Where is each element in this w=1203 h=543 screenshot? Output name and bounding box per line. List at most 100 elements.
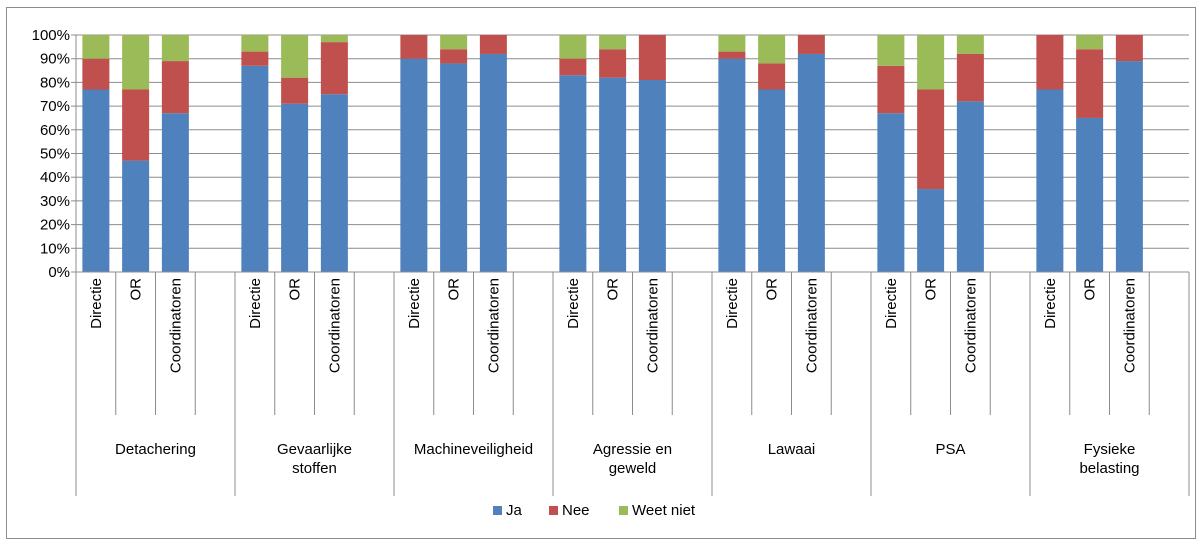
bar-segment-nee <box>479 35 507 54</box>
bar-segment-weet-niet <box>559 35 587 59</box>
group-label: Gevaarlijke stoffen <box>277 441 352 477</box>
y-tick-label: 20% <box>40 217 70 234</box>
bar-segment-nee <box>400 35 428 59</box>
bar-segment-ja <box>281 103 309 272</box>
bar-segment-nee <box>440 49 468 64</box>
bar-segment-ja <box>320 94 348 272</box>
bar-segment-nee <box>758 63 786 90</box>
bar-segment-nee <box>956 53 984 102</box>
subcategory-label: Directie <box>88 278 105 329</box>
bar-segment-ja <box>241 65 269 272</box>
bars <box>82 35 1143 273</box>
bar-segment-weet-niet <box>241 35 269 52</box>
subcategory-label: Coordinatoren <box>485 278 502 373</box>
stacked-bar-chart: 0% 10% 20% 30% 40% 50% 60% 70% 80% 90% 100% Direct… <box>32 27 1190 519</box>
bar-segment-nee <box>917 89 945 190</box>
legend-swatch <box>493 506 502 515</box>
y-tick-label: 80% <box>40 74 70 91</box>
group-label: PSA <box>935 441 965 458</box>
bar-segment-nee <box>281 77 309 104</box>
subcategory-label: OR <box>764 278 781 301</box>
bar-segment-weet-niet <box>320 35 348 43</box>
bar-segment-nee <box>797 35 825 54</box>
bar-segment-weet-niet <box>956 35 984 54</box>
subcategory-label: Directie <box>565 278 582 329</box>
y-tick-label: 30% <box>40 193 70 210</box>
bar-segment-ja <box>718 58 746 273</box>
bar-segment-ja <box>956 101 984 272</box>
legend-label: Weet niet <box>632 502 696 519</box>
bar-segment-ja <box>638 80 666 272</box>
bar-segment-ja <box>797 53 825 273</box>
group-label: Fysieke belasting <box>1079 441 1139 477</box>
legend: Ja Nee Weet niet <box>493 502 696 519</box>
bar-segment-nee <box>877 65 905 114</box>
bar-segment-weet-niet <box>82 35 110 59</box>
bar-segment-weet-niet <box>122 35 150 90</box>
legend-swatch <box>619 506 628 515</box>
bar-segment-nee <box>1036 35 1064 90</box>
bar-segment-weet-niet <box>877 35 905 66</box>
bar-segment-nee <box>718 51 746 59</box>
bar-segment-ja <box>758 89 786 272</box>
subcategory-label: Coordinatoren <box>1121 278 1138 373</box>
subcategory-label: OR <box>446 278 463 301</box>
bar-segment-ja <box>599 77 627 272</box>
bar-segment-weet-niet <box>440 35 468 50</box>
bar-segment-nee <box>82 58 110 90</box>
legend-swatch <box>549 506 558 515</box>
group-label: Detachering <box>115 441 196 458</box>
subcategory-label: Directie <box>883 278 900 329</box>
bar-segment-weet-niet <box>917 35 945 90</box>
bar-segment-weet-niet <box>161 35 189 62</box>
bar-segment-weet-niet <box>281 35 309 78</box>
y-tick-label: 0% <box>48 264 70 281</box>
subcategory-label: Coordinatoren <box>803 278 820 373</box>
y-tick-label: 40% <box>40 169 70 186</box>
bar-segment-weet-niet <box>1076 35 1104 50</box>
subcategory-label: OR <box>605 278 622 301</box>
group-label: Machineveiligheid <box>414 441 533 458</box>
x-axis-labels: Directie OR Coordinatoren Detachering Direct… <box>75 272 1190 496</box>
bar-segment-ja <box>161 113 189 273</box>
bar-segment-ja <box>1115 61 1143 272</box>
subcategory-label: OR <box>923 278 940 301</box>
bar-segment-nee <box>1076 49 1104 118</box>
bar-segment-ja <box>1076 117 1104 272</box>
bar-segment-nee <box>559 58 587 76</box>
legend-label: Ja <box>506 502 523 519</box>
bar-segment-ja <box>877 113 905 273</box>
bar-segment-weet-niet <box>718 35 746 52</box>
legend-label: Nee <box>562 502 590 519</box>
bar-segment-nee <box>122 89 150 161</box>
subcategory-label: OR <box>128 278 145 301</box>
y-tick-label: 90% <box>40 51 70 68</box>
bar-segment-weet-niet <box>599 35 627 50</box>
subcategory-label: OR <box>1082 278 1099 301</box>
y-tick-label: 100% <box>32 27 70 44</box>
bar-segment-nee <box>161 61 189 114</box>
bar-segment-ja <box>1036 89 1064 272</box>
bar-segment-ja <box>917 189 945 272</box>
bar-segment-ja <box>400 58 428 273</box>
y-tick-label: 70% <box>40 98 70 115</box>
subcategory-label: Coordinatoren <box>326 278 343 373</box>
bar-segment-ja <box>440 63 468 272</box>
bar-segment-nee <box>320 42 348 95</box>
subcategory-label: Directie <box>247 278 264 329</box>
subcategory-label: Directie <box>1042 278 1059 329</box>
bar-segment-nee <box>241 51 269 66</box>
bar-segment-nee <box>638 35 666 81</box>
subcategory-label: OR <box>287 278 304 301</box>
y-axis-ticks: 0% 10% 20% 30% 40% 50% 60% 70% 80% 90% 100% <box>32 27 76 281</box>
subcategory-label: Coordinatoren <box>167 278 184 373</box>
group-label: Agressie en geweld <box>593 441 672 477</box>
bar-segment-nee <box>599 49 627 78</box>
bar-segment-ja <box>559 75 587 272</box>
subcategory-label: Directie <box>406 278 423 329</box>
subcategory-label: Coordinatoren <box>962 278 979 373</box>
y-tick-label: 60% <box>40 122 70 139</box>
bar-segment-ja <box>479 53 507 273</box>
bar-segment-weet-niet <box>758 35 786 64</box>
group-label: Lawaai <box>768 441 816 458</box>
